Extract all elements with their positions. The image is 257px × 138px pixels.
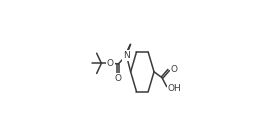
Text: OH: OH (167, 84, 181, 93)
Text: N: N (123, 51, 130, 60)
Text: O: O (171, 65, 178, 74)
Text: O: O (107, 59, 114, 68)
Text: O: O (115, 74, 122, 83)
